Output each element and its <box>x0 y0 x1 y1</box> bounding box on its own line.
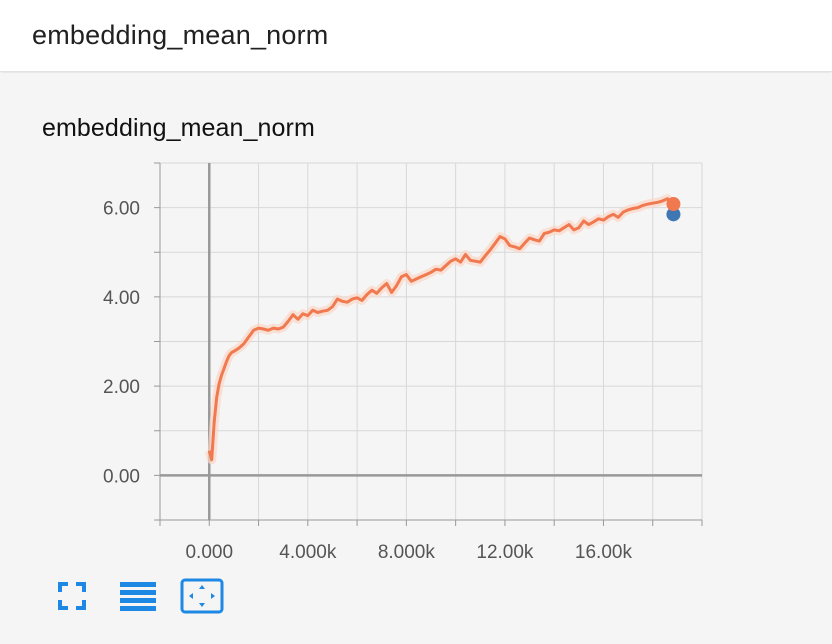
chart-axes <box>154 162 703 526</box>
y-tick-labels: 0.00 2.00 4.00 6.00 <box>103 199 140 488</box>
x-tick-label: 16.00k <box>575 542 633 563</box>
chart-title: embedding_mean_norm <box>42 114 315 142</box>
chart-card <box>0 73 832 644</box>
smoothed-series-line <box>207 197 674 462</box>
x-tick-label: 8.000k <box>378 542 436 563</box>
fullscreen-button[interactable] <box>50 578 94 614</box>
end-point-raw <box>666 207 681 222</box>
x-tick-labels: 0.000 4.000k 8.000k 12.00k 16.00k <box>185 542 632 563</box>
x-tick-label: 12.00k <box>476 542 534 563</box>
x-tick-label: 4.000k <box>279 542 337 563</box>
y-tick-label: 4.00 <box>103 288 140 309</box>
chart-series <box>204 194 681 465</box>
page-title: embedding_mean_norm <box>32 20 329 50</box>
end-point-smoothed <box>666 197 681 212</box>
header-bar: embedding_mean_norm <box>0 0 832 72</box>
y-tick-label: 0.00 <box>103 466 140 487</box>
y-tick-label: 2.00 <box>103 377 140 398</box>
fit-domain-icon <box>180 578 224 614</box>
toggle-log-scale-button[interactable] <box>116 578 160 614</box>
y-tick-label: 6.00 <box>103 199 140 220</box>
fit-domain-button[interactable] <box>180 578 224 614</box>
list-icon <box>120 582 156 611</box>
x-tick-label: 0.000 <box>185 542 233 563</box>
fullscreen-icon <box>58 582 86 610</box>
